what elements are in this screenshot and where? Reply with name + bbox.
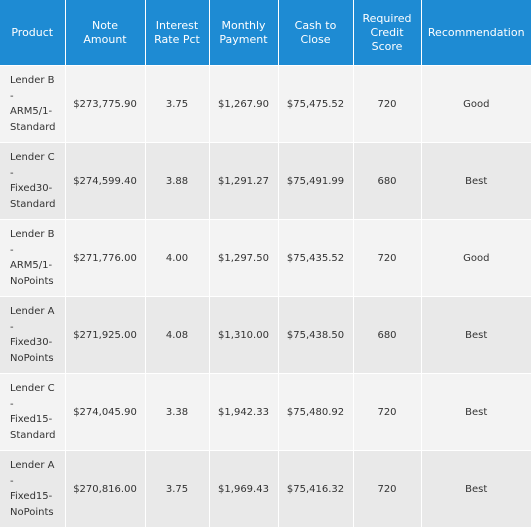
recommendation-cell: Good [421, 219, 531, 297]
cash-to-close-cell: $75,480.92 [278, 373, 354, 451]
cash-to-close-cell: $75,438.50 [278, 296, 354, 374]
product-cell: Lender C - Fixed30- Standard [0, 142, 66, 220]
credit-score-cell: 720 [353, 219, 422, 297]
product-cell: Lender A - Fixed30- NoPoints [0, 296, 66, 374]
column-header-recommendation[interactable]: Recommendation [421, 0, 531, 66]
interest-rate-cell: 3.88 [145, 142, 210, 220]
table-row[interactable]: Lender A - Fixed15- NoPoints $270,816.00… [0, 450, 531, 528]
cash-to-close-cell: $75,475.52 [278, 65, 354, 143]
monthly-payment-cell: $1,969.43 [209, 450, 279, 528]
note-amount-cell: $270,816.00 [65, 450, 146, 528]
recommendation-cell: Best [421, 296, 531, 374]
credit-score-cell: 720 [353, 373, 422, 451]
monthly-payment-cell: $1,310.00 [209, 296, 279, 374]
column-header-product[interactable]: Product [0, 0, 66, 66]
interest-rate-cell: 3.75 [145, 65, 210, 143]
credit-score-cell: 720 [353, 450, 422, 528]
product-cell: Lender B - ARM5/1- Standard [0, 65, 66, 143]
header-row: Product Note Amount Interest Rate Pct Mo… [0, 0, 531, 66]
product-cell: Lender B - ARM5/1- NoPoints [0, 219, 66, 297]
interest-rate-cell: 3.75 [145, 450, 210, 528]
table-row[interactable]: Lender C - Fixed30- Standard $274,599.40… [0, 142, 531, 220]
monthly-payment-cell: $1,291.27 [209, 142, 279, 220]
product-cell: Lender C - Fixed15- Standard [0, 373, 66, 451]
column-header-monthly-payment[interactable]: Monthly Payment [209, 0, 279, 66]
credit-score-cell: 680 [353, 142, 422, 220]
column-header-interest-rate[interactable]: Interest Rate Pct [145, 0, 210, 66]
monthly-payment-cell: $1,942.33 [209, 373, 279, 451]
table-row[interactable]: Lender C - Fixed15- Standard $274,045.90… [0, 373, 531, 451]
recommendation-cell: Best [421, 373, 531, 451]
column-header-credit-score[interactable]: Required Credit Score [353, 0, 422, 66]
credit-score-cell: 680 [353, 296, 422, 374]
note-amount-cell: $271,925.00 [65, 296, 146, 374]
note-amount-cell: $273,775.90 [65, 65, 146, 143]
recommendation-cell: Good [421, 65, 531, 143]
monthly-payment-cell: $1,267.90 [209, 65, 279, 143]
cash-to-close-cell: $75,491.99 [278, 142, 354, 220]
recommendation-cell: Best [421, 450, 531, 528]
table-row[interactable]: Lender B - ARM5/1- NoPoints $271,776.00 … [0, 219, 531, 297]
credit-score-cell: 720 [353, 65, 422, 143]
interest-rate-cell: 4.08 [145, 296, 210, 374]
product-cell: Lender A - Fixed15- NoPoints [0, 450, 66, 528]
table-row[interactable]: Lender A - Fixed30- NoPoints $271,925.00… [0, 296, 531, 374]
monthly-payment-cell: $1,297.50 [209, 219, 279, 297]
recommendation-cell: Best [421, 142, 531, 220]
note-amount-cell: $274,599.40 [65, 142, 146, 220]
cash-to-close-cell: $75,435.52 [278, 219, 354, 297]
note-amount-cell: $274,045.90 [65, 373, 146, 451]
interest-rate-cell: 4.00 [145, 219, 210, 297]
cash-to-close-cell: $75,416.32 [278, 450, 354, 528]
column-header-cash-to-close[interactable]: Cash to Close [278, 0, 354, 66]
interest-rate-cell: 3.38 [145, 373, 210, 451]
table-row[interactable]: Lender B - ARM5/1- Standard $273,775.90 … [0, 65, 531, 143]
note-amount-cell: $271,776.00 [65, 219, 146, 297]
column-header-note-amount[interactable]: Note Amount [65, 0, 146, 66]
